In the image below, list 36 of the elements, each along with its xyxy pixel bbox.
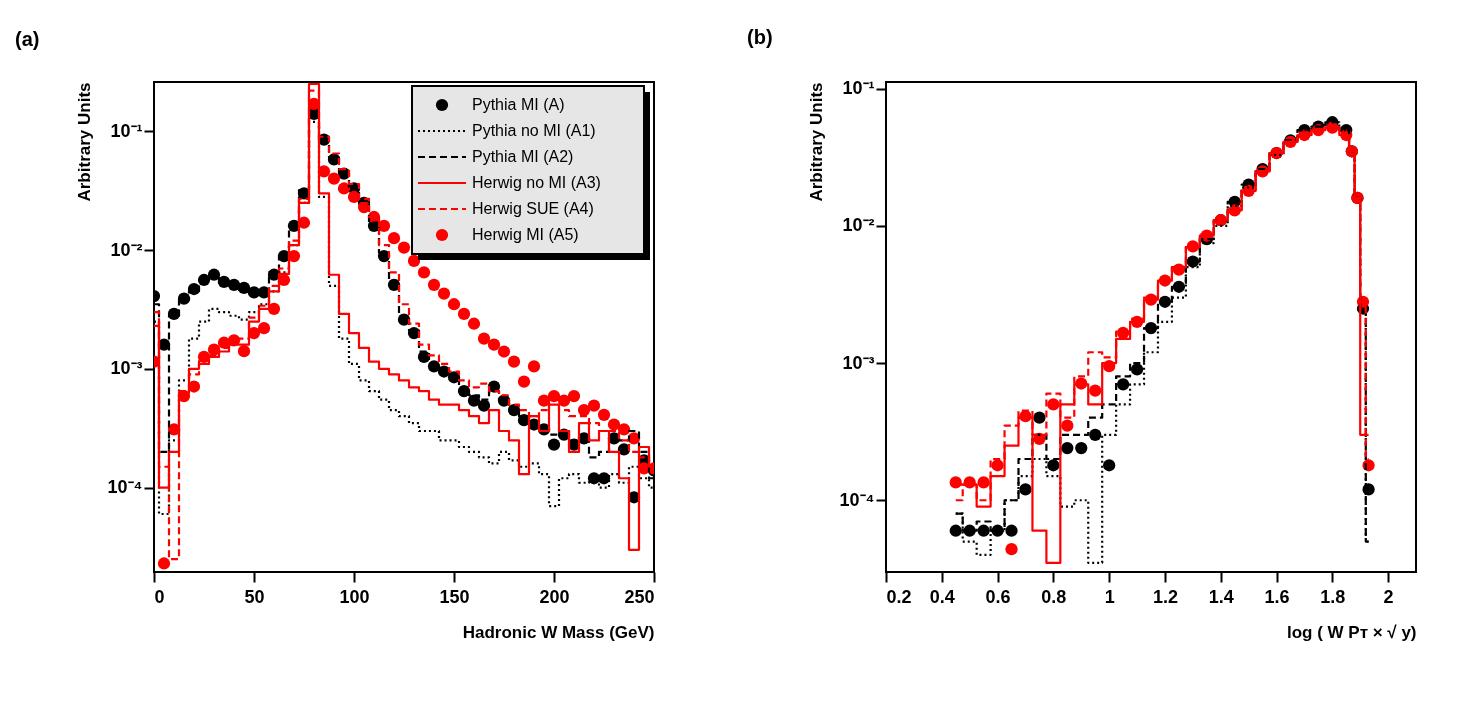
y-tick-label: 10⁻⁴ — [107, 477, 143, 498]
x-tick-label: 2 — [1383, 586, 1394, 607]
chart-title: (a) — [15, 28, 40, 50]
legend-label: Herwig no MI (A3) — [472, 174, 601, 191]
x-tick-label: 1 — [1104, 586, 1115, 607]
y-tick-label: 10⁻³ — [110, 358, 143, 379]
x-tick-label: 100 — [339, 586, 370, 607]
x-tick-label: 0.8 — [1041, 586, 1067, 607]
y-axis-title: Arbitrary Units — [806, 82, 826, 202]
x-tick-label: 200 — [539, 586, 570, 607]
x-tick-label: 0 — [154, 586, 165, 607]
legend-label: Pythia MI (A) — [472, 96, 565, 113]
y-axis-title: Arbitrary Units — [74, 82, 94, 202]
y-tick-label: 10⁻³ — [842, 352, 875, 373]
x-tick-label: 0.4 — [929, 586, 955, 607]
legend-label: Herwig SUE (A4) — [472, 200, 594, 217]
x-tick-label: 1.2 — [1152, 586, 1178, 607]
x-axis-title: log ( W Pᴛ × √ y) — [1286, 622, 1417, 642]
x-tick-label: 1.6 — [1264, 586, 1290, 607]
x-tick-label: 150 — [439, 586, 470, 607]
legend-label: Pythia no MI (A1) — [472, 122, 596, 139]
y-tick-label: 10⁻² — [110, 239, 143, 260]
legend-label: Herwig MI (A5) — [472, 226, 579, 243]
x-tick-label: 1.4 — [1208, 586, 1234, 607]
y-tick-label: 10⁻² — [842, 215, 875, 236]
x-tick-label: 0.6 — [985, 586, 1011, 607]
chart-title: (b) — [747, 25, 773, 48]
x-tick-label: 250 — [624, 586, 655, 607]
y-tick-label: 10⁻¹ — [110, 120, 143, 141]
y-tick-label: 10⁻⁴ — [839, 489, 875, 510]
x-axis-title: Hadronic W Mass (GeV) — [462, 622, 655, 642]
x-tick-label: 1.8 — [1320, 586, 1346, 607]
x-tick-label: 50 — [244, 586, 265, 607]
legend-label: Pythia MI (A2) — [472, 148, 574, 165]
x-tick-label: 0.2 — [886, 586, 912, 607]
y-tick-label: 10⁻¹ — [842, 78, 875, 99]
